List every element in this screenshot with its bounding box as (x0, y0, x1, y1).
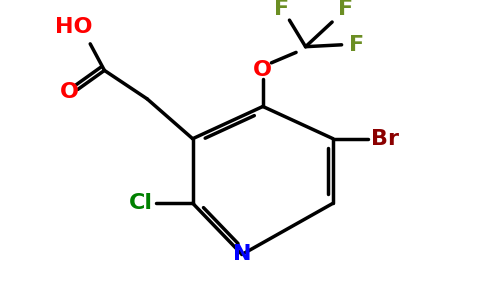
Text: Cl: Cl (128, 193, 152, 213)
Text: Br: Br (371, 129, 399, 149)
Text: HO: HO (55, 17, 93, 37)
Text: N: N (233, 244, 251, 265)
Text: O: O (253, 60, 272, 80)
Text: F: F (349, 35, 364, 55)
Text: F: F (274, 0, 289, 19)
Text: F: F (338, 0, 353, 19)
Text: O: O (60, 82, 79, 102)
